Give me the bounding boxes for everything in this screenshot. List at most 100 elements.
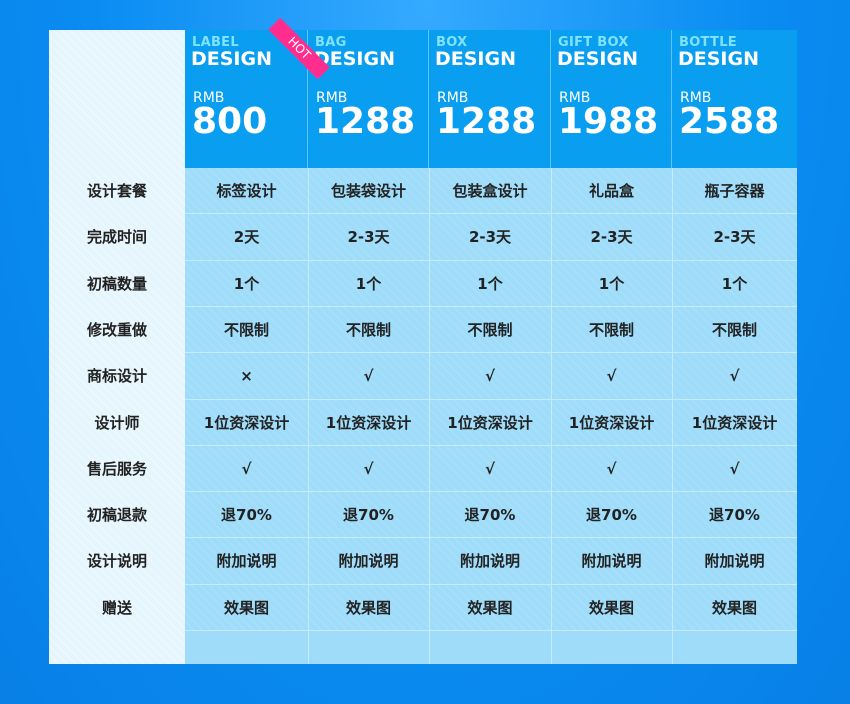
plan-header-bag: BAG DESIGN RMB 1288 (308, 30, 429, 168)
row-label: 设计说明 (86, 552, 147, 571)
table-cell: 效果图 (711, 598, 757, 617)
plan-design-word: DESIGN (314, 48, 396, 70)
plan-price: 1988 (558, 101, 659, 142)
table-cell: 1个 (477, 274, 503, 293)
table-cell: 附加说明 (704, 552, 765, 571)
table-cell: 退70% (709, 506, 760, 525)
table-cell: 效果图 (588, 598, 634, 617)
column-divider (429, 168, 430, 664)
table-cell: 1个 (598, 274, 625, 293)
table-row (185, 538, 797, 585)
plan-header-gift-box: GIFT BOX DESIGN RMB 1988 (551, 30, 672, 168)
table-cell: √ (606, 367, 617, 386)
plan-price: 1288 (315, 101, 416, 142)
plan-header-bottle: BOTTLE DESIGN RMB 2588 (672, 30, 797, 168)
table-cell: 礼品盒 (588, 182, 634, 200)
table-cell: × (240, 367, 253, 386)
table-cell: 附加说明 (338, 552, 399, 571)
table-cell: 包装盒设计 (452, 182, 528, 200)
table-cell: 附加说明 (581, 552, 642, 571)
plan-currency: RMB (680, 90, 712, 106)
table-cell: 退70% (464, 506, 516, 525)
row-label: 售后服务 (86, 459, 147, 478)
plan-header-box: BOX DESIGN RMB 1288 (429, 30, 551, 168)
row-divider (185, 213, 797, 215)
table-row (185, 399, 797, 446)
table-cell: 不限制 (223, 320, 269, 339)
table-cell: 瓶子容器 (704, 182, 765, 200)
table-cell: √ (606, 459, 617, 478)
table-cell: 1个 (233, 274, 260, 293)
plan-type: BAG (315, 35, 347, 50)
row-label: 设计套餐 (86, 182, 147, 200)
table-cell: √ (484, 459, 495, 478)
table-cell: 2天 (233, 228, 260, 247)
table-cell: 退70% (586, 506, 637, 525)
row-label: 设计师 (94, 413, 140, 432)
table-cell: 1位资深设计 (691, 413, 778, 432)
table-cell: 2-3天 (590, 228, 633, 247)
plan-type: GIFT BOX (558, 35, 629, 50)
row-label: 初稿数量 (86, 274, 147, 293)
plan-price: 800 (192, 101, 268, 142)
table-cell: 1个 (721, 274, 748, 293)
row-divider (185, 630, 797, 631)
plan-currency: RMB (437, 90, 469, 106)
table-cell: 效果图 (345, 598, 391, 617)
plan-currency: RMB (559, 90, 591, 106)
row-label: 商标设计 (86, 367, 147, 386)
plan-currency: RMB (193, 90, 225, 106)
table-cell: 2-3天 (468, 228, 512, 247)
plan-price: 2588 (679, 101, 780, 142)
table-row (185, 492, 797, 539)
row-divider (185, 537, 797, 539)
table-cell: 不限制 (711, 320, 757, 339)
table-cell: 效果图 (223, 598, 269, 617)
table-row (185, 214, 797, 261)
table-cell: √ (363, 459, 374, 478)
column-divider (308, 168, 309, 664)
table-cell: 1个 (355, 274, 382, 293)
table-cell: 附加说明 (216, 552, 277, 571)
plan-type: BOTTLE (679, 35, 737, 50)
table-row (185, 168, 797, 214)
row-label: 完成时间 (86, 228, 147, 247)
table-cell: √ (729, 459, 740, 478)
plan-type: BOX (436, 35, 468, 50)
plan-design-word: DESIGN (435, 48, 517, 70)
table-cell: 退70% (221, 506, 272, 525)
table-cell: 附加说明 (459, 552, 520, 571)
column-divider (672, 168, 673, 664)
pricing-table: LABEL DESIGN RMB 800 BAG DESIGN RMB 1288… (49, 17, 797, 664)
table-cell: 2-3天 (713, 228, 756, 247)
plan-currency: RMB (316, 90, 348, 106)
row-label: 赠送 (101, 598, 132, 617)
table-cell: √ (363, 367, 374, 386)
table-cell: 不限制 (345, 320, 391, 339)
table-cell: √ (241, 459, 252, 478)
table-row (185, 260, 797, 307)
table-cell: √ (729, 367, 740, 386)
plan-design-word: DESIGN (191, 48, 273, 70)
row-divider (185, 583, 797, 585)
table-row (185, 584, 797, 631)
table-cell: 标签设计 (216, 182, 277, 200)
row-label-column (49, 30, 185, 664)
table-cell: 不限制 (588, 320, 634, 339)
row-divider (185, 491, 797, 493)
table-cell: 1位资深设计 (203, 413, 290, 432)
table-cell: 1位资深设计 (568, 413, 655, 432)
column-divider (551, 168, 552, 664)
plan-design-word: DESIGN (557, 48, 639, 70)
table-cell: 不限制 (467, 320, 513, 339)
table-cell: 退70% (343, 506, 394, 525)
table-cell: 包装袋设计 (330, 182, 406, 200)
table-cell: 1位资深设计 (325, 413, 412, 432)
row-label: 修改重做 (86, 320, 147, 339)
plan-price: 1288 (436, 101, 537, 142)
table-cell: 1位资深设计 (447, 413, 533, 432)
row-divider (185, 305, 797, 307)
row-divider (185, 444, 797, 446)
row-divider (185, 352, 797, 354)
plan-design-word: DESIGN (678, 48, 760, 70)
